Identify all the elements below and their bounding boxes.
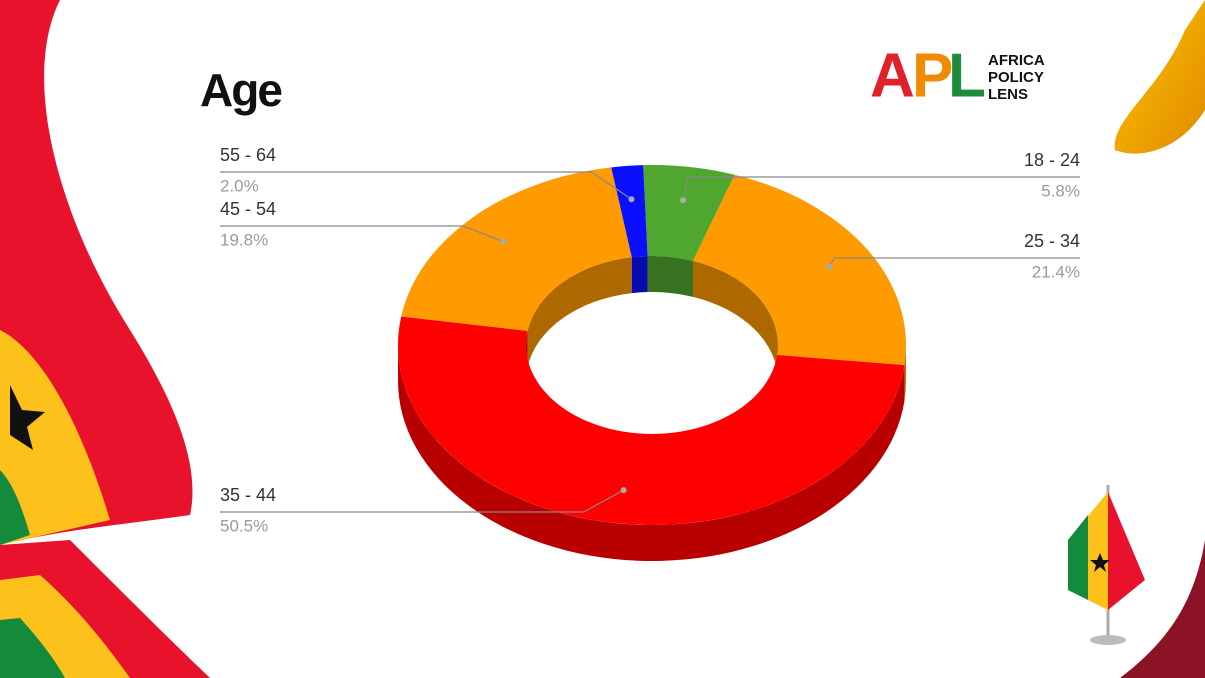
leader-line: [682, 176, 1080, 201]
leader-dot: [500, 238, 507, 245]
slice: [401, 167, 632, 331]
slice-inner-wall: [631, 256, 648, 294]
value-label: 50.5%: [220, 516, 268, 535]
slice: [643, 165, 735, 261]
slice-label: 35 - 44: [220, 485, 276, 505]
slice-label: 45 - 54: [220, 199, 276, 219]
value-label: 5.8%: [1041, 181, 1080, 200]
slice-inner-wall: [647, 255, 693, 297]
logo-letter: L: [948, 41, 986, 110]
slice-label: 18 - 24: [1024, 150, 1080, 170]
slice-side: [398, 345, 905, 561]
slice-inner-wall: [692, 260, 778, 381]
slice-side: [904, 345, 906, 402]
slice: [611, 165, 648, 258]
value-label: 2.0%: [220, 176, 259, 195]
slice-label: 25 - 34: [1024, 231, 1080, 251]
leader-line: [220, 489, 624, 513]
value-label: 21.4%: [1032, 262, 1080, 281]
leader-line: [220, 225, 504, 243]
slice-label: 55 - 64: [220, 145, 276, 165]
logo: A P L AFRICA POLICY LENS: [870, 41, 1045, 110]
slice: [398, 316, 905, 525]
logo-name: LENS: [988, 86, 1028, 103]
slice: [692, 174, 906, 366]
chart-title: Age: [200, 64, 282, 116]
leader-dot: [628, 196, 635, 203]
leader-line: [220, 171, 632, 200]
leader-dot: [826, 263, 833, 270]
leader-dot: [680, 197, 687, 204]
logo-letter: A: [870, 41, 915, 110]
value-label: 19.8%: [220, 230, 268, 249]
leader-dot: [620, 487, 627, 494]
logo-letter: P: [912, 41, 953, 110]
leader-line: [828, 257, 1080, 268]
slice-inner-wall: [527, 257, 632, 367]
logo-name: POLICY: [988, 69, 1044, 86]
logo-name: AFRICA: [988, 52, 1045, 69]
